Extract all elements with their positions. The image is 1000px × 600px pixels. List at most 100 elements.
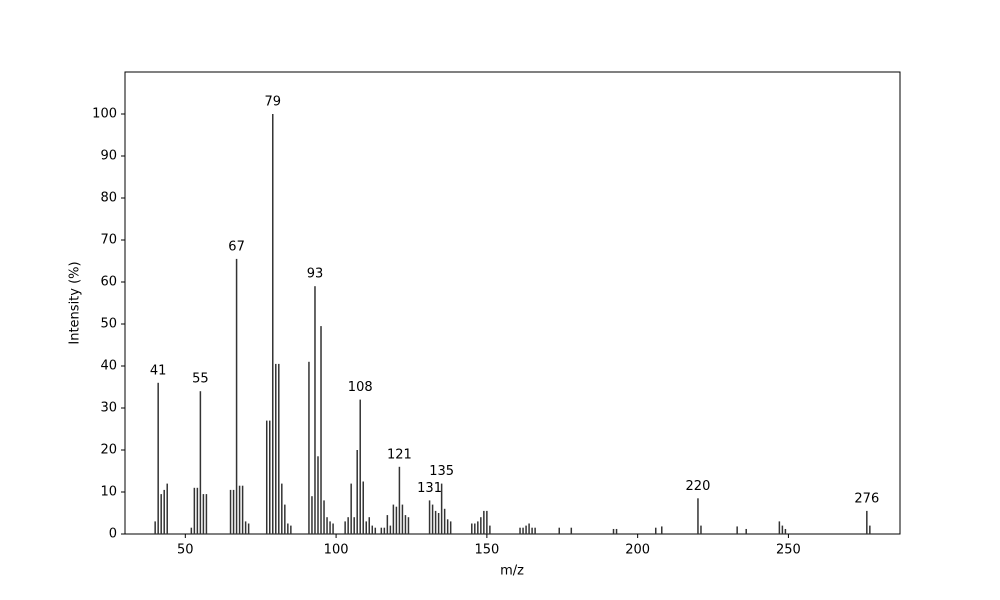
- peak-label: 79: [264, 95, 281, 110]
- y-tick-label: 0: [109, 527, 117, 542]
- bar: [471, 523, 473, 534]
- peak-label: 121: [387, 447, 412, 462]
- bar: [265, 420, 268, 534]
- bar: [531, 527, 533, 534]
- bar: [449, 521, 452, 534]
- bar: [407, 517, 410, 534]
- bar: [323, 500, 325, 534]
- peak-label: 276: [854, 491, 879, 506]
- bar: [389, 525, 392, 534]
- y-tick-label: 80: [100, 191, 117, 206]
- bar: [190, 527, 193, 534]
- y-tick-label: 90: [100, 149, 117, 164]
- bar: [784, 528, 787, 534]
- bar: [522, 527, 524, 534]
- x-tick-label: 100: [324, 543, 349, 558]
- y-tick-label: 60: [100, 275, 117, 290]
- bar: [697, 498, 699, 534]
- bar: [700, 525, 702, 534]
- x-axis-label: m/z: [500, 564, 524, 579]
- bar: [570, 527, 573, 534]
- peak-label: 55: [192, 372, 209, 387]
- bar: [278, 363, 280, 534]
- x-tick-label: 50: [177, 543, 194, 558]
- bar: [196, 487, 199, 534]
- bar: [383, 527, 386, 534]
- bar: [440, 483, 443, 534]
- bar: [205, 494, 208, 534]
- bar: [332, 523, 334, 534]
- bar: [483, 510, 485, 534]
- bar: [362, 481, 364, 534]
- bar: [525, 525, 527, 534]
- bar: [519, 527, 521, 534]
- bar: [157, 382, 159, 534]
- peak-label: 220: [686, 479, 711, 494]
- peak-label: 135: [429, 464, 454, 479]
- bar: [275, 363, 277, 534]
- y-tick-label: 70: [100, 233, 117, 248]
- x-tick-label: 250: [776, 543, 801, 558]
- bar: [869, 525, 871, 534]
- bar: [284, 504, 286, 534]
- bar: [661, 526, 663, 534]
- bar: [368, 517, 371, 534]
- bar: [404, 515, 407, 534]
- bar: [398, 466, 401, 534]
- bar: [311, 496, 313, 534]
- bar: [612, 528, 615, 534]
- bar: [528, 523, 530, 534]
- y-tick-label: 10: [100, 485, 117, 500]
- bar: [480, 517, 482, 534]
- bar: [193, 487, 196, 534]
- y-axis-label: Intensity (%): [68, 261, 83, 344]
- bar: [434, 510, 437, 534]
- bar: [166, 483, 168, 534]
- bar: [446, 519, 449, 534]
- bar: [202, 494, 205, 534]
- bar: [866, 510, 868, 534]
- bar: [654, 527, 657, 534]
- bar: [317, 456, 319, 534]
- bar: [235, 258, 238, 534]
- bar: [238, 485, 241, 534]
- bar: [365, 521, 367, 534]
- bar: [431, 504, 434, 534]
- bar: [232, 489, 235, 534]
- y-tick-label: 40: [100, 359, 117, 374]
- x-tick-label: 150: [474, 543, 499, 558]
- bar: [437, 513, 440, 534]
- bar: [229, 489, 232, 534]
- bar: [329, 521, 331, 534]
- bar: [380, 527, 383, 534]
- plot-frame: [124, 71, 901, 535]
- bar: [268, 420, 271, 534]
- bar: [474, 523, 476, 534]
- bar: [371, 525, 374, 534]
- bar: [477, 521, 479, 534]
- bar: [745, 528, 747, 534]
- bar: [386, 515, 389, 534]
- bar: [326, 517, 328, 534]
- y-tick-label: 20: [100, 443, 117, 458]
- bar: [489, 525, 491, 534]
- bar: [558, 527, 560, 534]
- bar: [392, 504, 395, 534]
- peak-label: 67: [228, 239, 245, 254]
- bar: [428, 500, 431, 534]
- bar: [778, 521, 781, 534]
- peak-label: 131: [417, 481, 442, 496]
- y-tick-label: 100: [92, 107, 117, 122]
- bar: [395, 506, 398, 534]
- bar: [199, 391, 202, 534]
- bar: [163, 489, 165, 534]
- bar: [247, 523, 250, 534]
- bar: [356, 450, 358, 534]
- bar: [347, 517, 349, 534]
- y-tick-label: 50: [100, 317, 117, 332]
- bar: [244, 521, 247, 534]
- bar: [272, 114, 274, 534]
- bar: [320, 326, 322, 534]
- bar: [281, 483, 283, 534]
